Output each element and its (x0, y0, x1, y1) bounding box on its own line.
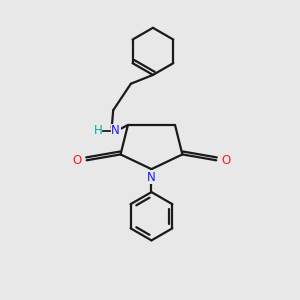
Text: O: O (73, 154, 82, 167)
Text: H: H (94, 124, 102, 137)
Text: N: N (147, 171, 156, 184)
Text: N: N (111, 124, 120, 137)
Text: O: O (221, 154, 230, 167)
